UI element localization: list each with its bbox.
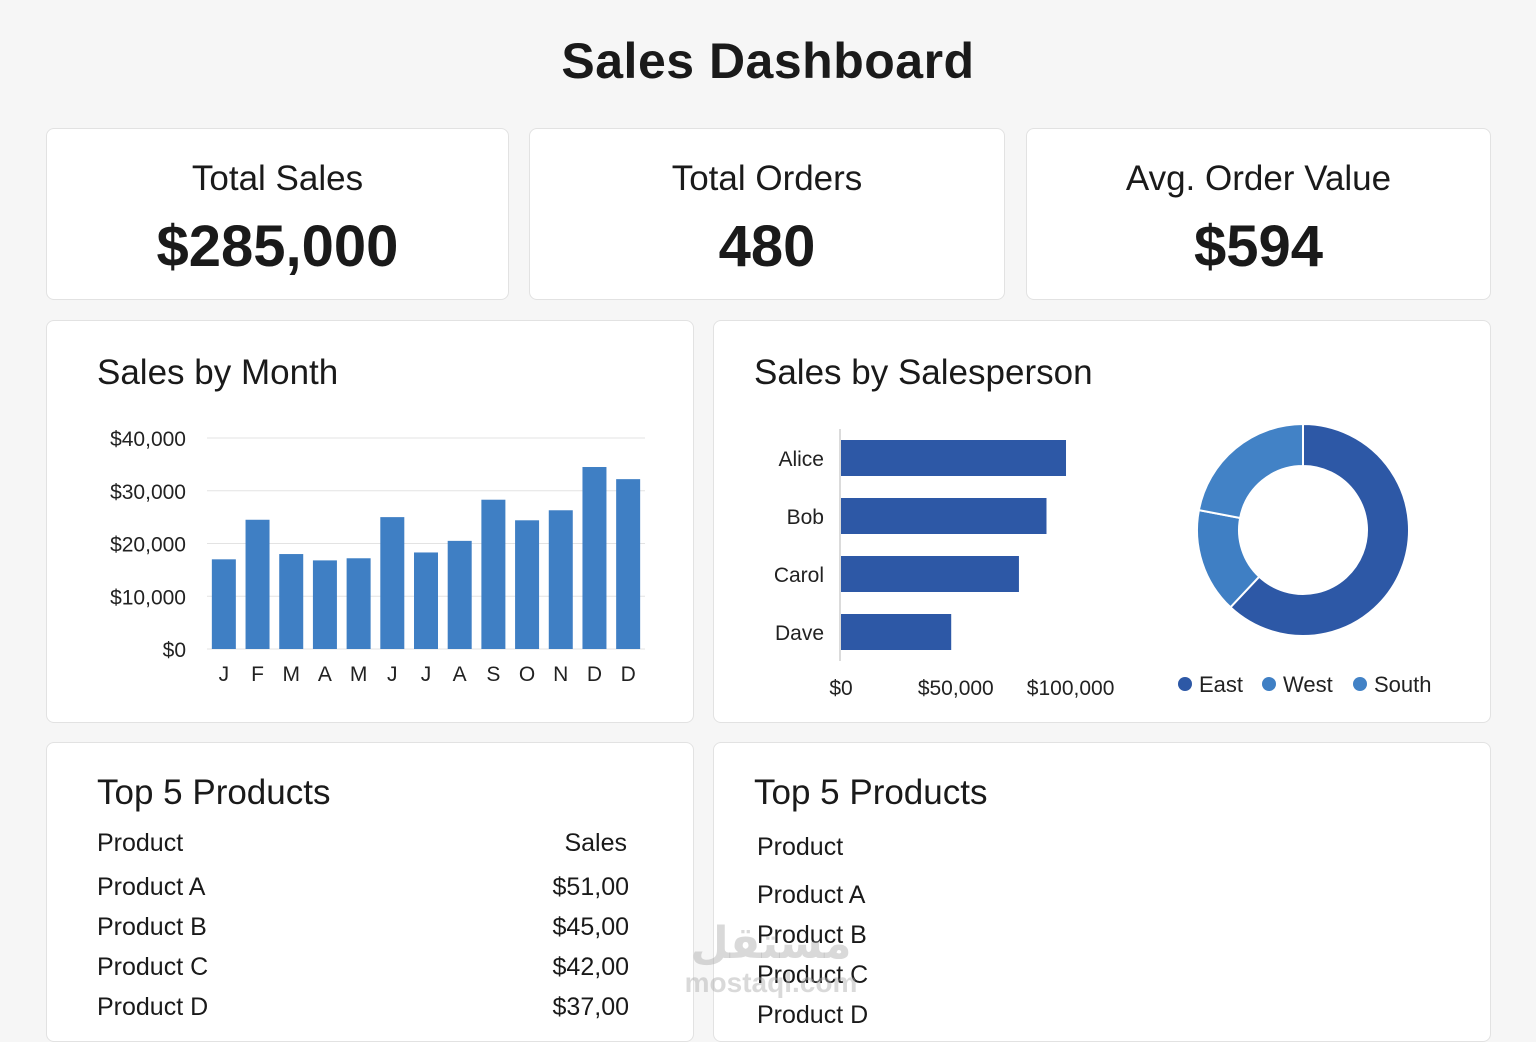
- bar: [414, 552, 438, 649]
- column-header-sales: Sales: [564, 829, 627, 857]
- x-tick-label: D: [587, 663, 602, 686]
- column-header-product: Product: [97, 829, 184, 857]
- x-tick-label: N: [553, 663, 568, 686]
- legend-marker: [1178, 677, 1192, 691]
- kpi-card-total-orders: Total Orders 480: [529, 128, 1005, 300]
- table-row: Product C $42,00: [97, 953, 629, 993]
- page-title: Sales Dashboard: [561, 33, 975, 89]
- product-sales: $45,00: [552, 913, 629, 941]
- card-title: Sales by Month: [97, 353, 339, 392]
- x-tick-label: A: [318, 663, 332, 686]
- legend-label: East: [1199, 672, 1243, 697]
- x-tick-label: D: [621, 663, 636, 686]
- top-products-card: Top 5 Products Product Sales Product A $…: [46, 742, 694, 1042]
- bar: [841, 498, 1047, 534]
- bar: [841, 440, 1067, 476]
- bar: [447, 540, 472, 649]
- category-label: Dave: [775, 622, 824, 645]
- product-sales: $37,00: [552, 993, 629, 1021]
- kpi-label: Total Sales: [191, 159, 364, 198]
- product-name: Product C: [757, 961, 869, 989]
- x-tick-label: J: [219, 663, 230, 686]
- y-tick-label: $30,000: [110, 481, 186, 504]
- bar: [312, 560, 337, 649]
- kpi-card-avg-order-value: Avg. Order Value $594: [1026, 128, 1491, 300]
- y-tick-label: $10,000: [110, 586, 186, 609]
- kpi-card-total-sales: Total Sales $285,000: [46, 128, 509, 300]
- legend-label: South: [1374, 672, 1432, 697]
- x-tick-label: M: [350, 663, 368, 686]
- bar: [548, 510, 573, 649]
- bar: [481, 499, 506, 649]
- sales-by-salesperson-card: Sales by Salesperson Alice Bob Carol Dave $0…: [713, 320, 1491, 723]
- product-name: Product B: [757, 921, 867, 949]
- bar: [346, 558, 371, 649]
- kpi-value: 480: [718, 214, 816, 279]
- category-label: Bob: [787, 506, 824, 529]
- x-tick-label: F: [251, 663, 264, 686]
- product-sales: $51,00: [552, 873, 629, 901]
- x-tick-label: S: [486, 663, 500, 686]
- column-header-product: Product: [757, 833, 844, 861]
- card-title: Sales by Salesperson: [754, 353, 1093, 392]
- card-title: Top 5 Products: [754, 773, 988, 812]
- donut-slice: [1229, 422, 1410, 637]
- bar: [515, 520, 540, 649]
- legend-label: West: [1283, 672, 1333, 697]
- x-tick-label: J: [387, 663, 398, 686]
- sales-by-month-card: Sales by Month $0 $10,000 $20,000 $30,000 $4…: [46, 320, 694, 723]
- bar: [616, 479, 641, 649]
- x-tick-label: M: [282, 663, 300, 686]
- x-tick-label: J: [421, 663, 432, 686]
- category-label: Carol: [774, 564, 824, 587]
- legend-marker: [1262, 677, 1276, 691]
- product-sales: $42,00: [552, 953, 629, 981]
- donut-slice: [1197, 422, 1304, 520]
- y-tick-label: $0: [163, 639, 186, 662]
- bar: [279, 554, 304, 649]
- kpi-value: $594: [1193, 214, 1324, 279]
- y-tick-label: $20,000: [110, 534, 186, 557]
- table-row: Product B $45,00: [97, 913, 629, 953]
- product-name: Product A: [757, 881, 866, 909]
- kpi-label: Total Orders: [671, 159, 863, 198]
- bar: [841, 556, 1019, 592]
- bar: [841, 614, 952, 650]
- kpi-value: $285,000: [156, 214, 399, 279]
- product-name: Product C: [97, 953, 209, 981]
- sales-by-salesperson-chart: Alice Bob Carol Dave $0 $50,000 $100,000 East We…: [774, 422, 1432, 700]
- bar: [245, 519, 270, 649]
- table-row: Product D $37,00: [97, 993, 629, 1033]
- x-tick-label: $0: [829, 677, 852, 700]
- bar: [582, 467, 607, 649]
- top-products-card-secondary: Top 5 Products Product Product A Product…: [713, 742, 1491, 1042]
- x-tick-label: $100,000: [1027, 677, 1115, 700]
- table-row: Product A $51,00: [97, 873, 629, 913]
- y-tick-label: $40,000: [110, 428, 186, 451]
- kpi-label: Avg. Order Value: [1125, 159, 1392, 198]
- category-label: Alice: [778, 448, 824, 471]
- bar: [380, 517, 405, 649]
- table-header-row: Product Sales: [97, 829, 629, 869]
- x-tick-label: O: [519, 663, 535, 686]
- x-tick-label: A: [453, 663, 467, 686]
- product-name: Product A: [97, 873, 206, 901]
- product-name: Product B: [97, 913, 207, 941]
- x-tick-label: $50,000: [918, 677, 994, 700]
- product-name: Product D: [97, 993, 209, 1021]
- bar: [211, 559, 236, 649]
- product-name: Product D: [757, 1001, 869, 1029]
- legend-marker: [1353, 677, 1367, 691]
- card-title: Top 5 Products: [97, 773, 331, 812]
